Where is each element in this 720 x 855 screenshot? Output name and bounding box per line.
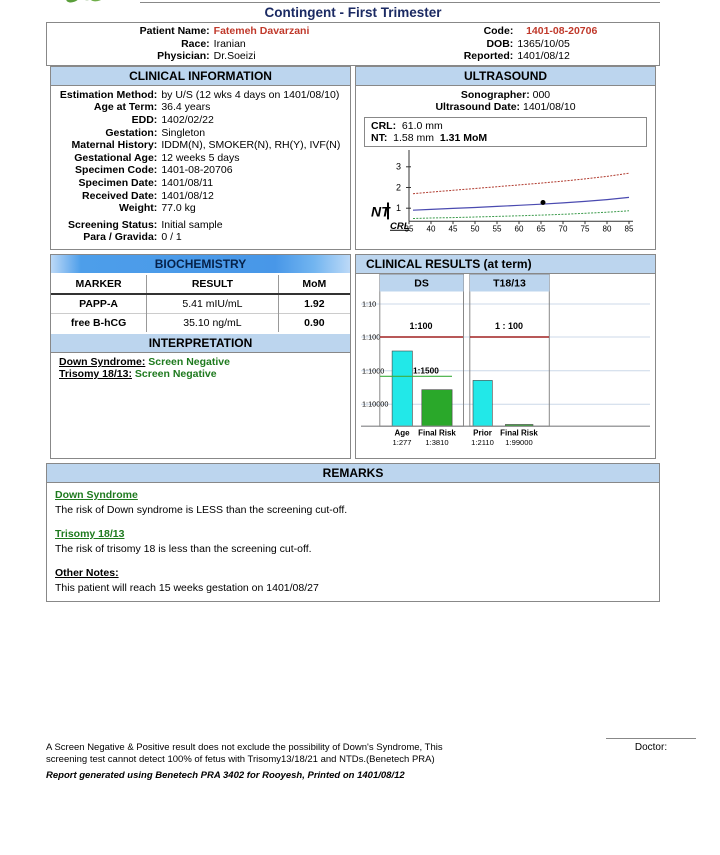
svg-text:1:100: 1:100 <box>362 332 380 341</box>
svg-text:1:277: 1:277 <box>392 438 411 447</box>
svg-text:1: 1 <box>395 203 400 213</box>
svg-text:T18/13: T18/13 <box>493 277 526 289</box>
svg-text:80: 80 <box>602 225 611 234</box>
svg-text:1:1500: 1:1500 <box>413 365 439 375</box>
svg-text:55: 55 <box>492 225 501 234</box>
svg-text:85: 85 <box>624 225 633 234</box>
svg-text:45: 45 <box>448 225 457 234</box>
svg-text:2: 2 <box>395 182 400 192</box>
svg-text:75: 75 <box>580 225 589 234</box>
svg-text:1:99000: 1:99000 <box>505 438 532 447</box>
svg-text:CRL: CRL <box>390 221 410 232</box>
svg-text:40: 40 <box>426 225 435 234</box>
svg-text:Prior: Prior <box>473 428 492 437</box>
svg-text:1:3810: 1:3810 <box>425 438 448 447</box>
svg-text:1 : 100: 1 : 100 <box>495 321 523 331</box>
svg-text:Final Risk: Final Risk <box>418 428 456 437</box>
svg-text:50: 50 <box>470 225 479 234</box>
svg-text:DS: DS <box>414 277 429 289</box>
svg-text:Age: Age <box>394 428 410 437</box>
svg-text:1:10000: 1:10000 <box>362 400 388 409</box>
svg-text:1:10: 1:10 <box>362 299 376 308</box>
svg-text:Final Risk: Final Risk <box>500 428 538 437</box>
svg-text:65: 65 <box>536 225 545 234</box>
svg-text:1:2110: 1:2110 <box>471 438 494 447</box>
svg-text:1:100: 1:100 <box>409 321 432 331</box>
svg-text:70: 70 <box>558 225 567 234</box>
svg-text:1:1000: 1:1000 <box>362 366 384 375</box>
svg-text:3: 3 <box>395 162 400 172</box>
svg-text:60: 60 <box>514 225 523 234</box>
